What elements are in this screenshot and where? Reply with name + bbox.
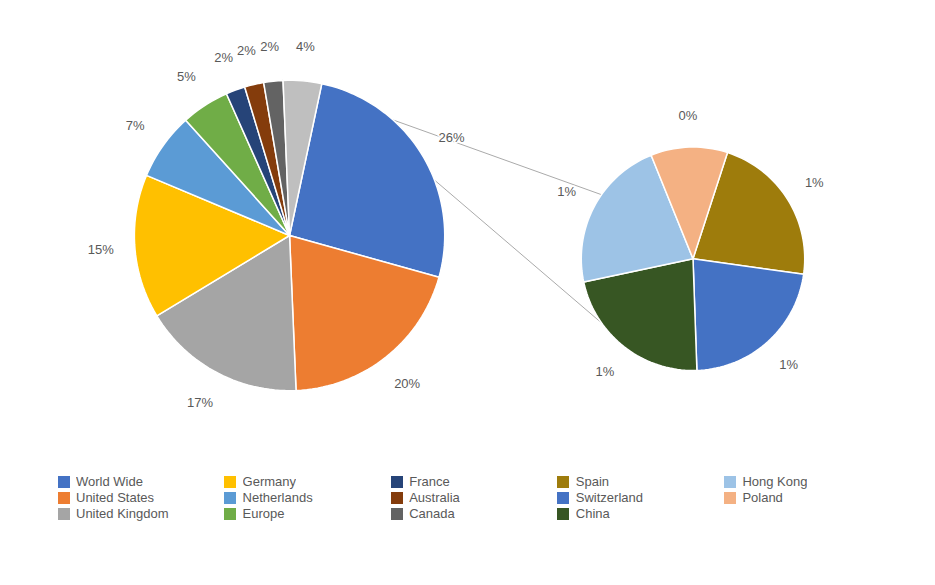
html-text:Switzerland: Switzerland [575,490,643,505]
svg-text:1%: 1% [557,184,576,199]
html-text:Poland: Poland [742,490,783,505]
html-text:Germany: Germany [242,474,297,489]
svg-text:7%: 7% [126,118,145,133]
svg-text:20%: 20% [394,376,420,391]
html-text:Europe: Europe [242,506,285,521]
svg-text:1%: 1% [779,357,798,372]
html-text:Netherlands: Netherlands [242,490,313,505]
svg-text:2%: 2% [214,50,233,65]
svg-text:1%: 1% [805,175,824,190]
html-text:United Kingdom: United Kingdom [76,506,169,521]
svg-text:1%: 1% [596,364,615,379]
svg-text:2%: 2% [260,39,279,54]
svg-text:5%: 5% [177,69,196,84]
html-text:France: France [409,474,450,489]
svg-text:15%: 15% [88,242,114,257]
svg-text:0%: 0% [679,108,698,123]
html-text:China: China [575,506,610,521]
svg-text:17%: 17% [187,394,213,409]
html-text:United States: United States [76,490,154,505]
html-text:Hong Kong: Hong Kong [742,474,808,489]
html-text:World Wide: World Wide [76,474,143,489]
html-text:Australia: Australia [409,490,460,505]
svg-text:4%: 4% [296,39,315,54]
svg-text:26%: 26% [438,130,464,145]
svg-text:2%: 2% [237,43,256,58]
html-text:Canada: Canada [409,506,455,521]
html-text:Spain: Spain [575,474,609,489]
